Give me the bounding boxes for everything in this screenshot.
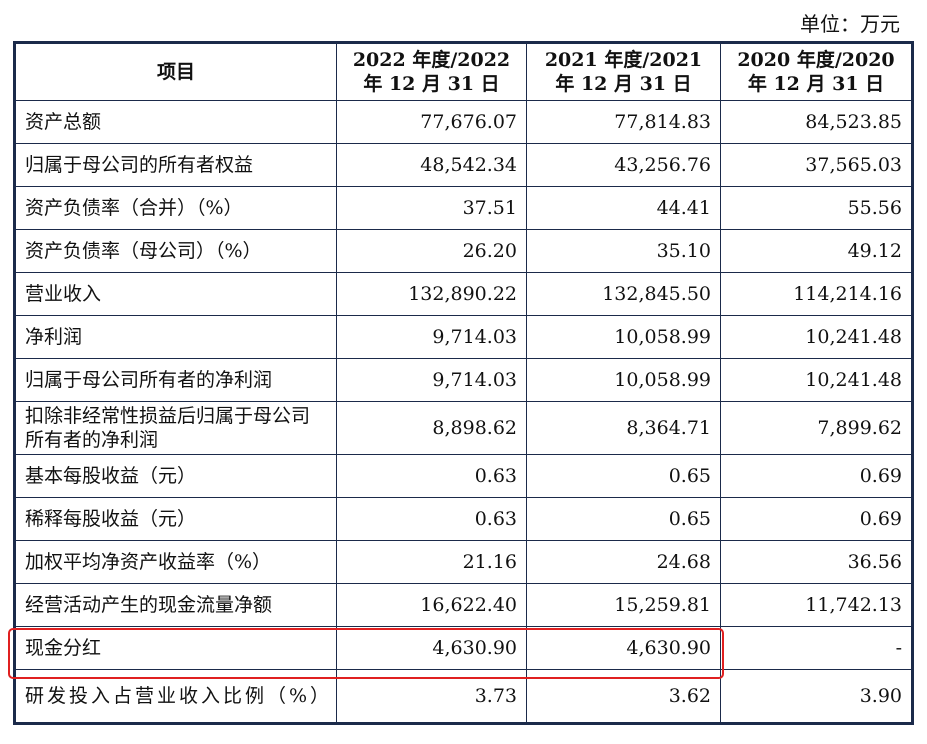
value-2022: 4,630.90	[336, 626, 527, 670]
value-2021: 8,364.71	[526, 401, 721, 455]
value-2022: 26.20	[336, 229, 527, 273]
value-2021: 132,845.50	[526, 272, 721, 316]
table-row: 资产负债率（合并）（%） 37.51 44.41 55.56	[14, 186, 913, 230]
row-label: 扣除非经常性损益后归属于母公司所有者的净利润	[14, 401, 337, 455]
value-2020: 49.12	[720, 229, 913, 273]
value-2020: 36.56	[720, 540, 913, 584]
row-label: 基本每股收益（元）	[14, 454, 337, 498]
value-2022: 77,676.07	[336, 100, 527, 144]
row-label: 资产总额	[14, 100, 337, 144]
value-2022: 9,714.03	[336, 358, 527, 402]
row-label: 经营活动产生的现金流量净额	[14, 583, 337, 627]
table-row: 营业收入 132,890.22 132,845.50 114,214.16	[14, 272, 913, 316]
value-2022: 37.51	[336, 186, 527, 230]
value-2022: 21.16	[336, 540, 527, 584]
highlight-box	[8, 628, 724, 679]
value-2020: 0.69	[720, 454, 913, 498]
table-row: 扣除非经常性损益后归属于母公司所有者的净利润 8,898.62 8,364.71…	[14, 401, 913, 455]
table-row: 归属于母公司所有者的净利润 9,714.03 10,058.99 10,241.…	[14, 358, 913, 402]
row-label: 稀释每股收益（元）	[14, 497, 337, 541]
table-row: 稀释每股收益（元） 0.63 0.65 0.69	[14, 497, 913, 541]
value-2020: 0.69	[720, 497, 913, 541]
table-row: 加权平均净资产收益率（%） 21.16 24.68 36.56	[14, 540, 913, 584]
value-2021: 0.65	[526, 454, 721, 498]
value-2022: 0.63	[336, 497, 527, 541]
value-2021: 77,814.83	[526, 100, 721, 144]
value-2020: 10,241.48	[720, 315, 913, 359]
value-2022: 16,622.40	[336, 583, 527, 627]
value-2020: 10,241.48	[720, 358, 913, 402]
value-2020: -	[720, 626, 913, 670]
row-label: 归属于母公司所有者的净利润	[14, 358, 337, 402]
table-row: 基本每股收益（元） 0.63 0.65 0.69	[14, 454, 913, 498]
value-2020: 84,523.85	[720, 100, 913, 144]
row-label: 资产负债率（合并）（%）	[14, 186, 337, 230]
table-row: 经营活动产生的现金流量净额 16,622.40 15,259.81 11,742…	[14, 583, 913, 627]
header-item: 项目	[14, 42, 337, 101]
row-label: 现金分红	[14, 626, 337, 670]
value-2020: 3.90	[720, 669, 913, 724]
value-2020: 37,565.03	[720, 143, 913, 187]
row-label: 资产负债率（母公司）（%）	[14, 229, 337, 273]
value-2021: 10,058.99	[526, 358, 721, 402]
value-2022: 9,714.03	[336, 315, 527, 359]
value-2021: 10,058.99	[526, 315, 721, 359]
table-row: 归属于母公司的所有者权益 48,542.34 43,256.76 37,565.…	[14, 143, 913, 187]
value-2020: 7,899.62	[720, 401, 913, 455]
value-2021: 44.41	[526, 186, 721, 230]
header-2020: 2020 年度/2020 年 12 月 31 日	[720, 42, 913, 101]
header-row: 项目 2022 年度/2022 年 12 月 31 日 2021 年度/2021…	[14, 42, 913, 101]
header-2021: 2021 年度/2021 年 12 月 31 日	[526, 42, 721, 101]
value-2021: 0.65	[526, 497, 721, 541]
row-label: 营业收入	[14, 272, 337, 316]
value-2020: 11,742.13	[720, 583, 913, 627]
table-row-cash-dividend: 现金分红 4,630.90 4,630.90 -	[14, 626, 913, 670]
table-row: 净利润 9,714.03 10,058.99 10,241.48	[14, 315, 913, 359]
value-2021: 43,256.76	[526, 143, 721, 187]
value-2021: 24.68	[526, 540, 721, 584]
unit-label: 单位：万元	[800, 12, 900, 36]
value-2020: 55.56	[720, 186, 913, 230]
row-label: 净利润	[14, 315, 337, 359]
value-2022: 0.63	[336, 454, 527, 498]
financial-table: 项目 2022 年度/2022 年 12 月 31 日 2021 年度/2021…	[13, 41, 914, 725]
value-2022: 132,890.22	[336, 272, 527, 316]
value-2020: 114,214.16	[720, 272, 913, 316]
value-2021: 35.10	[526, 229, 721, 273]
value-2022: 8,898.62	[336, 401, 527, 455]
row-label: 归属于母公司的所有者权益	[14, 143, 337, 187]
table-row: 资产总额 77,676.07 77,814.83 84,523.85	[14, 100, 913, 144]
table-row: 资产负债率（母公司）（%） 26.20 35.10 49.12	[14, 229, 913, 273]
value-2022: 48,542.34	[336, 143, 527, 187]
row-label: 加权平均净资产收益率（%）	[14, 540, 337, 584]
value-2021: 15,259.81	[526, 583, 721, 627]
header-2022: 2022 年度/2022 年 12 月 31 日	[336, 42, 527, 101]
